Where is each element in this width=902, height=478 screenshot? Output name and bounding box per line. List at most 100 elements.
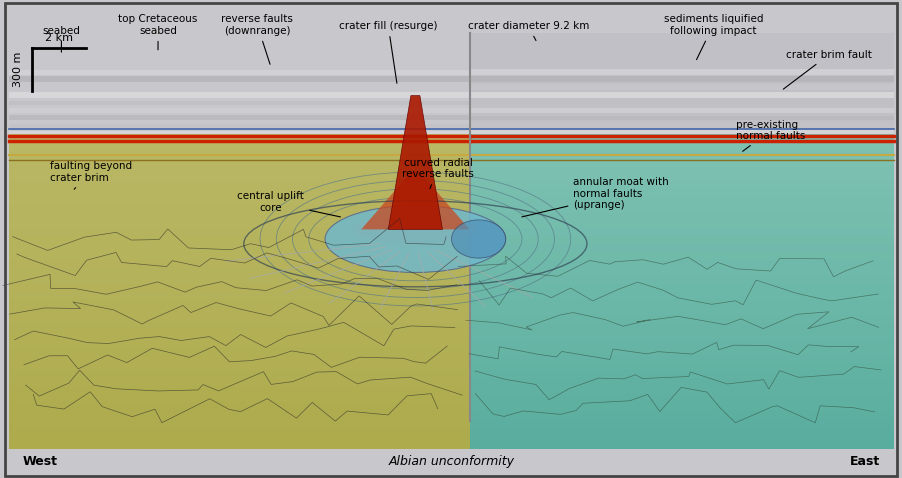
Polygon shape bbox=[9, 152, 469, 159]
Polygon shape bbox=[9, 276, 469, 281]
Text: faulting beyond
crater brim: faulting beyond crater brim bbox=[50, 161, 132, 189]
Polygon shape bbox=[469, 228, 893, 237]
Polygon shape bbox=[469, 176, 893, 182]
Polygon shape bbox=[469, 76, 893, 82]
Polygon shape bbox=[469, 292, 893, 296]
Polygon shape bbox=[9, 339, 469, 347]
Polygon shape bbox=[469, 84, 893, 90]
Polygon shape bbox=[469, 351, 893, 358]
Polygon shape bbox=[469, 201, 893, 205]
Polygon shape bbox=[469, 150, 893, 158]
Polygon shape bbox=[9, 221, 469, 228]
Polygon shape bbox=[9, 238, 469, 243]
Polygon shape bbox=[9, 276, 469, 284]
Text: crater fill (resurge): crater fill (resurge) bbox=[338, 21, 437, 83]
Polygon shape bbox=[469, 237, 893, 243]
Polygon shape bbox=[469, 221, 893, 228]
Polygon shape bbox=[9, 165, 469, 174]
Polygon shape bbox=[469, 214, 893, 220]
Polygon shape bbox=[469, 399, 893, 403]
Polygon shape bbox=[469, 284, 893, 292]
Polygon shape bbox=[469, 386, 893, 394]
Polygon shape bbox=[469, 130, 893, 136]
Polygon shape bbox=[469, 337, 893, 342]
Polygon shape bbox=[469, 307, 893, 315]
Polygon shape bbox=[469, 394, 893, 402]
Polygon shape bbox=[469, 134, 893, 141]
Text: sediments liquified
following impact: sediments liquified following impact bbox=[663, 14, 762, 60]
Polygon shape bbox=[9, 292, 469, 299]
Polygon shape bbox=[469, 168, 893, 174]
Polygon shape bbox=[9, 315, 469, 323]
Polygon shape bbox=[469, 208, 893, 212]
Text: curved radial
reverse faults: curved radial reverse faults bbox=[401, 158, 474, 189]
Polygon shape bbox=[469, 292, 893, 299]
Text: Albian unconformity: Albian unconformity bbox=[388, 456, 514, 468]
Polygon shape bbox=[469, 134, 893, 449]
Polygon shape bbox=[9, 379, 469, 386]
Polygon shape bbox=[9, 363, 469, 370]
Polygon shape bbox=[9, 284, 469, 289]
Polygon shape bbox=[9, 426, 469, 434]
Polygon shape bbox=[9, 33, 469, 421]
Polygon shape bbox=[9, 176, 469, 182]
Polygon shape bbox=[469, 231, 893, 235]
Polygon shape bbox=[9, 230, 469, 235]
Polygon shape bbox=[469, 69, 893, 75]
Polygon shape bbox=[9, 344, 469, 350]
Polygon shape bbox=[469, 253, 893, 258]
Text: central uplift
core: central uplift core bbox=[237, 191, 340, 217]
Polygon shape bbox=[9, 181, 469, 189]
Polygon shape bbox=[469, 141, 893, 150]
Polygon shape bbox=[9, 163, 469, 166]
Polygon shape bbox=[9, 284, 469, 292]
Polygon shape bbox=[469, 92, 893, 98]
Polygon shape bbox=[469, 434, 893, 442]
Polygon shape bbox=[469, 181, 893, 189]
Polygon shape bbox=[9, 410, 469, 418]
Polygon shape bbox=[469, 213, 893, 221]
Polygon shape bbox=[9, 213, 469, 221]
Polygon shape bbox=[9, 228, 469, 237]
Ellipse shape bbox=[451, 220, 505, 258]
Polygon shape bbox=[9, 434, 469, 442]
Text: West: West bbox=[23, 456, 58, 468]
Text: top Cretaceous
seabed: top Cretaceous seabed bbox=[118, 14, 198, 50]
Polygon shape bbox=[469, 402, 893, 410]
Text: reverse faults
(downrange): reverse faults (downrange) bbox=[221, 14, 293, 64]
Polygon shape bbox=[9, 134, 469, 141]
Polygon shape bbox=[9, 189, 469, 197]
Polygon shape bbox=[9, 386, 469, 394]
Polygon shape bbox=[469, 269, 893, 273]
Polygon shape bbox=[469, 426, 893, 434]
Polygon shape bbox=[469, 221, 893, 228]
Polygon shape bbox=[469, 158, 893, 165]
Polygon shape bbox=[9, 86, 469, 90]
Polygon shape bbox=[469, 244, 893, 252]
Polygon shape bbox=[469, 410, 893, 418]
Polygon shape bbox=[469, 315, 893, 319]
Polygon shape bbox=[9, 331, 469, 339]
Polygon shape bbox=[9, 337, 469, 342]
Polygon shape bbox=[469, 260, 893, 268]
Polygon shape bbox=[469, 154, 893, 159]
Polygon shape bbox=[469, 197, 893, 205]
Polygon shape bbox=[469, 246, 893, 250]
Polygon shape bbox=[9, 402, 469, 410]
Polygon shape bbox=[9, 205, 469, 213]
Polygon shape bbox=[469, 308, 893, 312]
Polygon shape bbox=[9, 300, 469, 304]
Polygon shape bbox=[361, 172, 469, 229]
Polygon shape bbox=[9, 394, 469, 402]
Polygon shape bbox=[469, 391, 893, 396]
Polygon shape bbox=[469, 323, 893, 331]
Polygon shape bbox=[469, 108, 893, 113]
Polygon shape bbox=[9, 382, 469, 388]
Polygon shape bbox=[9, 199, 469, 205]
Polygon shape bbox=[9, 222, 469, 228]
Polygon shape bbox=[469, 137, 893, 143]
Polygon shape bbox=[9, 170, 469, 174]
Text: 300 m: 300 m bbox=[13, 52, 23, 87]
Polygon shape bbox=[9, 141, 469, 150]
Polygon shape bbox=[9, 101, 469, 105]
